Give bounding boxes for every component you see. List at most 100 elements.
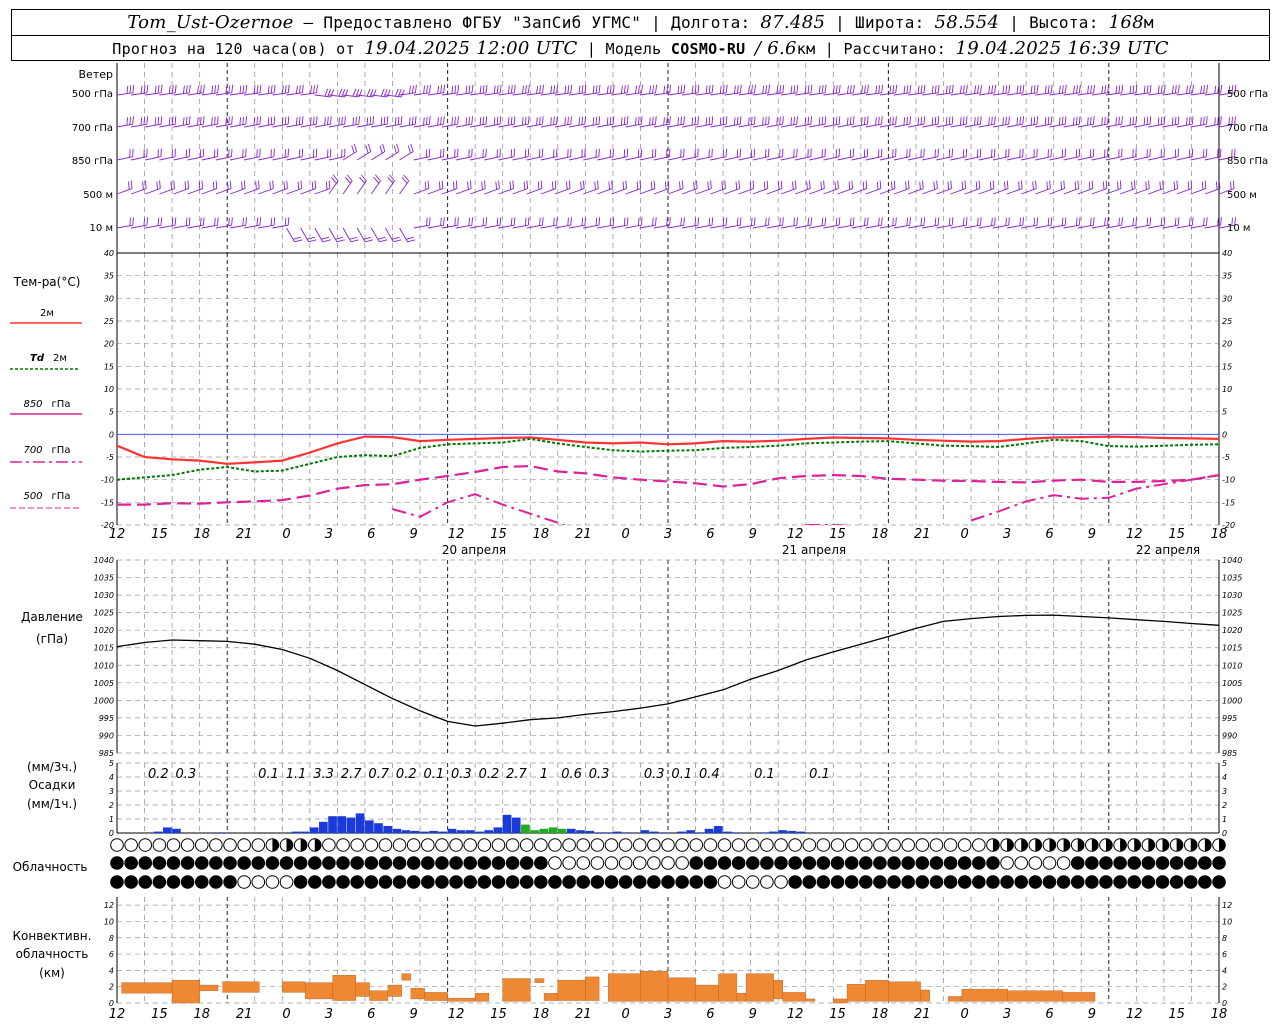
- temp-tick-right: 25: [1222, 317, 1232, 326]
- wind-barb-feather: [526, 180, 529, 189]
- cloud-symbol: [534, 838, 548, 852]
- precip-total-label: 1: [540, 767, 548, 782]
- wind-barb-feather: [779, 85, 782, 94]
- wind-barb-feather: [258, 180, 260, 189]
- wind-barb-shaft: [1021, 92, 1038, 96]
- wind-barb-feather: [1163, 84, 1166, 93]
- wind-barb-shaft: [893, 92, 910, 96]
- cloud-symbol: [703, 838, 718, 852]
- wind-barb-feather: [301, 84, 304, 93]
- conv-bar: [888, 981, 921, 1002]
- wind-barb-shaft: [385, 180, 395, 195]
- precip-bar: [374, 823, 383, 833]
- wind-barb-shaft: [978, 156, 995, 161]
- x-tick-label: 12: [109, 527, 126, 542]
- wind-barb-shaft: [258, 123, 275, 128]
- wind-barb-feather: [426, 217, 428, 226]
- cloud-symbol: [1085, 875, 1099, 889]
- wind-barb-feather: [499, 116, 502, 125]
- cloud-symbol-half: [286, 838, 293, 852]
- wind-barb-shaft: [470, 123, 487, 128]
- wind-barb-feather: [286, 180, 288, 189]
- wind-barb-shaft: [371, 151, 386, 161]
- wind-barb-shaft: [498, 224, 515, 229]
- wind-barb-feather: [965, 84, 968, 93]
- cloud-symbol: [929, 856, 944, 870]
- wind-barb-feather: [358, 116, 360, 125]
- wind-barb-feather: [1200, 85, 1203, 94]
- wind-barb-feather: [581, 85, 584, 94]
- wind-barb-feather: [711, 217, 714, 226]
- wind-barb-feather: [1231, 85, 1234, 94]
- conv-bar: [121, 982, 173, 994]
- cloud-symbol: [731, 875, 746, 889]
- cloud-symbol: [406, 856, 421, 870]
- cloud-symbol: [915, 856, 930, 870]
- wind-barb-shaft: [795, 156, 811, 161]
- conv-bar: [447, 997, 476, 1002]
- cloud-symbol: [986, 856, 1000, 870]
- wind-barb-feather: [379, 145, 383, 154]
- wind-barb-feather: [1008, 116, 1010, 125]
- wind-barb-feather: [626, 217, 629, 226]
- precip-tick-right: 5: [1222, 759, 1227, 768]
- cloud-symbol: [392, 875, 407, 889]
- wind-barb-feather: [437, 85, 440, 94]
- wind-barb-shaft: [568, 188, 585, 195]
- wind-barb-feather: [1232, 180, 1235, 189]
- wind-barb-feather: [989, 181, 992, 190]
- pressure-tick-left: 990: [99, 731, 114, 740]
- wind-barb-feather: [366, 117, 369, 126]
- cloud-symbol: [943, 875, 958, 889]
- wind-barb-shaft: [851, 123, 868, 128]
- cloud-symbol: [1113, 856, 1127, 870]
- wind-barb-feather: [612, 84, 615, 93]
- wind-barb-shaft: [950, 123, 967, 128]
- wind-barb-feather: [469, 180, 472, 189]
- conv-bar: [171, 979, 200, 1004]
- wind-barb-feather: [1006, 180, 1009, 189]
- wind-barb-feather: [1186, 117, 1188, 126]
- cloud-symbol: [957, 856, 972, 870]
- wind-barb-feather: [311, 181, 314, 190]
- cloud-symbol: [350, 875, 364, 889]
- wind-barb-feather: [1090, 217, 1092, 226]
- cloud-symbol: [477, 856, 492, 870]
- wind-barb-feather: [284, 116, 287, 125]
- wind-barb-feather: [510, 217, 513, 226]
- wind-barb-feather: [171, 116, 174, 125]
- wind-barb-feather: [1192, 84, 1194, 93]
- conv-bar: [865, 979, 889, 1002]
- wind-barb-feather: [513, 84, 516, 93]
- wind-barb-feather: [655, 116, 657, 125]
- wind-barb-feather: [482, 116, 485, 125]
- conv-bar: [410, 988, 425, 1000]
- wind-barb-feather: [977, 116, 979, 125]
- wind-barb-feather: [292, 236, 301, 240]
- wind-barb-shaft: [865, 156, 882, 161]
- wind-barb-feather: [707, 181, 709, 190]
- wind-barb-feather: [1076, 85, 1078, 94]
- cloud-symbol: [590, 838, 605, 852]
- wind-barb-feather: [1160, 85, 1163, 94]
- wind-barb-shaft: [1120, 156, 1136, 161]
- wind-barb-feather: [1104, 217, 1106, 226]
- cloud-symbol: [1113, 875, 1127, 889]
- wind-barb-feather: [609, 85, 612, 94]
- wind-barb-feather: [383, 88, 388, 97]
- wind-barb-shaft: [229, 188, 246, 195]
- wind-barb-feather: [1032, 181, 1034, 190]
- wind-barb-feather: [748, 85, 750, 94]
- wind-barb-feather: [203, 84, 205, 93]
- conv-bar: [736, 993, 747, 1002]
- wind-barb-shaft: [1190, 188, 1206, 195]
- precip-tick-right: 1: [1222, 815, 1227, 824]
- wind-barb-feather: [327, 116, 329, 125]
- wind-barb-feather: [818, 117, 821, 126]
- pressure-tick-right: 1010: [1222, 661, 1242, 670]
- wind-barb-shaft: [865, 92, 882, 96]
- wind-barb-feather: [934, 85, 937, 94]
- wind-barb-shaft: [667, 123, 684, 128]
- wind-barb-feather: [394, 88, 399, 97]
- precip-bar: [438, 831, 448, 833]
